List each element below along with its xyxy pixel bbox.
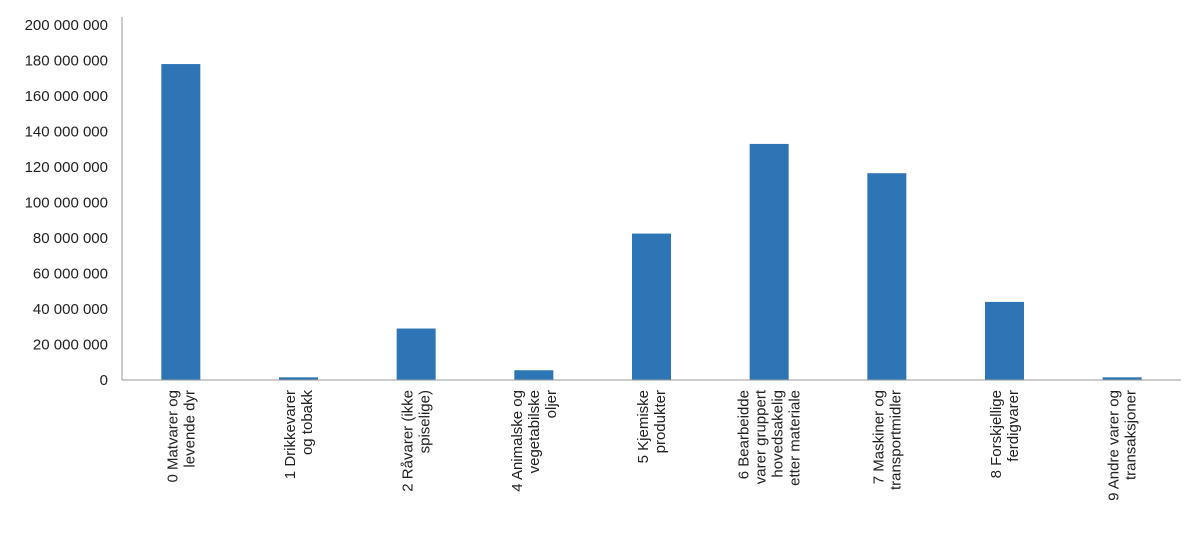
x-tick-label: 9 Andre varer og [1106,390,1123,501]
y-tick-label: 0 [100,372,108,389]
bars [161,64,1142,381]
x-axis: 0 Matvarer og levende dyr 1 Drikkevarer og … [122,379,1181,501]
x-tick-label-group: 4 Animalske og vegetabilske oljer [509,390,560,492]
x-tick-label: transaksjoner [1123,390,1140,480]
bar [1102,377,1142,380]
x-tick-label: 8 Forskjellige [988,390,1005,478]
y-tick-label: 180 000 000 [25,53,108,70]
bar [396,328,436,380]
bar [985,301,1024,380]
x-tick-label: 5 Kjemiske [635,390,652,463]
x-tick-label-group: 1 Drikkevarer og tobakk [282,390,316,480]
x-tick-label: 1 Drikkevarer [282,390,299,479]
x-tick-label: 7 Maskiner og [870,390,887,484]
x-tick-label: levende dyr [181,390,198,468]
x-tick-label: transportmidler [887,390,904,490]
y-axis: 0 20 000 000 40 000 000 60 000 000 80 000 00… [25,17,123,389]
bar [514,370,554,380]
x-tick-label-group: 2 Råvarer (ikke spiselige) [400,390,434,492]
x-tick-label-group: 8 Forskjellige ferdigvarer [988,390,1022,478]
y-tick-label: 200 000 000 [25,17,108,34]
x-tick-label: 6 Bearbeidde [736,390,753,479]
x-tick-label: ferdigvarer [1005,390,1022,462]
x-tick-label: vegetabilske [526,390,543,473]
x-tick-label-group: 0 Matvarer og levende dyr [164,390,198,483]
y-tick-label: 120 000 000 [25,159,108,176]
y-tick-label: 40 000 000 [33,301,108,318]
x-tick-label-group: 9 Andre varer og transaksjoner [1106,390,1140,501]
x-tick-label: etter materiale [787,390,804,486]
x-tick-label: spiselige) [417,390,434,453]
y-tick-label: 20 000 000 [33,337,108,354]
x-tick-label: varer gruppert [753,389,770,484]
y-tick-label: 100 000 000 [25,195,108,212]
y-tick-label: 140 000 000 [25,124,108,141]
x-tick-label-group: 6 Bearbeidde varer gruppert hovedsakelig et… [736,389,804,486]
bar [867,173,907,380]
x-tick-label: og tobakk [299,390,316,456]
y-tick-label: 160 000 000 [25,88,108,105]
x-tick-label: hovedsakelig [770,390,787,478]
bar [749,143,789,380]
y-tick-label: 60 000 000 [33,266,108,283]
x-tick-label: 2 Råvarer (ikke [400,390,417,492]
x-tick-label: produkter [652,390,669,453]
x-tick-label: 0 Matvarer og [164,390,181,483]
x-tick-label: oljer [543,390,560,418]
x-tick-label: 4 Animalske og [509,390,526,492]
x-tick-label-group: 5 Kjemiske produkter [635,390,669,463]
bar [632,233,671,380]
y-tick-label: 80 000 000 [33,230,108,247]
x-tick-label-group: 7 Maskiner og transportmidler [870,390,904,490]
bar [279,377,318,380]
bar [161,64,201,381]
